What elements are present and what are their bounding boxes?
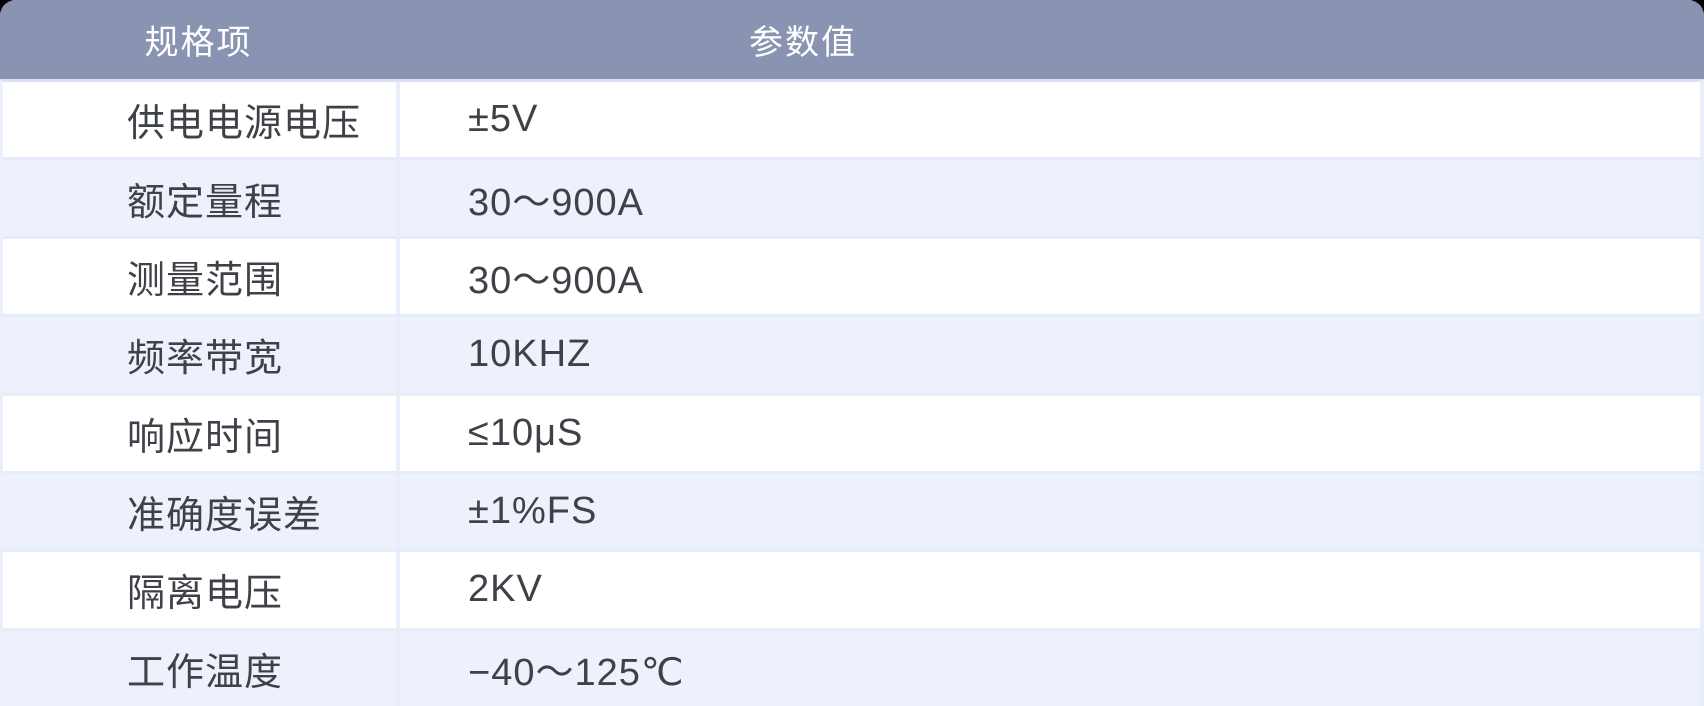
spec-cell: 隔离电压 — [3, 552, 400, 628]
column-header-value: 参数值 — [749, 24, 857, 62]
spec-cell: 准确度误差 — [3, 473, 400, 550]
table-row: 准确度误差 ±1%FS — [0, 470, 1704, 550]
column-header-spec: 规格项 — [144, 24, 253, 62]
value-cell: 10KHZ — [468, 333, 592, 376]
value-cell: 30～900A — [468, 259, 645, 302]
table-row: 频率带宽 10KHZ — [0, 314, 1704, 393]
table-body: 供电电源电压 ±5V 额定量程 30～900A 测量范围 30～900A 频率带… — [0, 79, 1704, 706]
value-cell: ±5V — [468, 98, 539, 141]
table-row: 响应时间 ≤10μS — [0, 392, 1704, 471]
value-cell: ±1%FS — [468, 490, 598, 533]
spec-cell: 额定量程 — [3, 160, 400, 236]
value-cell: 2KV — [468, 568, 543, 611]
table-row: 隔离电压 2KV — [0, 549, 1704, 628]
table-row: 供电电源电压 ±5V — [0, 79, 1704, 158]
spec-cell: 测量范围 — [3, 238, 400, 315]
value-cell: 30～900A — [468, 181, 645, 224]
table-row: 工作温度 −40～125℃ — [0, 627, 1704, 706]
value-cell: ≤10μS — [468, 411, 584, 454]
spec-cell: 供电电源电压 — [3, 82, 400, 158]
spec-cell: 响应时间 — [3, 395, 400, 471]
table-row: 测量范围 30～900A — [0, 235, 1704, 315]
table-row: 额定量程 30～900A — [0, 157, 1704, 236]
spec-cell: 工作温度 — [3, 630, 400, 706]
spec-cell: 频率带宽 — [3, 317, 400, 393]
table-header: 规格项 参数值 — [0, 0, 1704, 79]
value-cell: −40～125℃ — [468, 651, 685, 694]
